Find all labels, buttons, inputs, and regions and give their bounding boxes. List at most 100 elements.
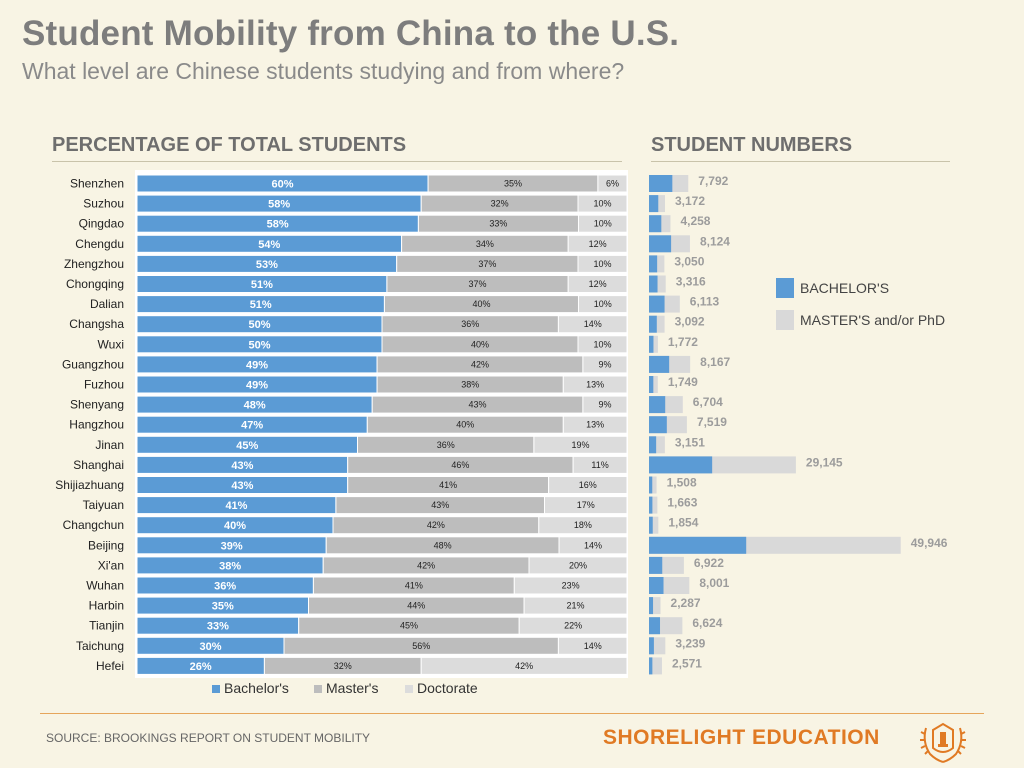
total-label-wuxi: 1,772 xyxy=(668,335,698,349)
bachelor-number-bar-harbin xyxy=(649,597,654,615)
bachelor-label-harbin: 35% xyxy=(212,601,234,613)
bachelor-number-bar-shijiazhuang xyxy=(649,476,653,494)
master-label-beijing: 48% xyxy=(434,540,452,550)
shorelight-logo-icon xyxy=(920,722,966,763)
brand-name: SHORELIGHT EDUCATION xyxy=(603,726,880,749)
bachelor-label-shenzhen: 60% xyxy=(272,179,294,191)
doctorate-label-jinan: 19% xyxy=(571,440,589,450)
bachelors-legend-swatch xyxy=(776,278,794,298)
doctorate-bar-tianjin xyxy=(518,616,628,635)
bachelor-number-bar-suzhou xyxy=(649,195,659,213)
doctorate-label-beijing: 14% xyxy=(584,540,602,550)
bachelor-label-shanghai: 43% xyxy=(231,460,253,472)
category-label-chengdu: Chengdu xyxy=(75,237,124,251)
category-label-jinan: Jinan xyxy=(95,438,124,452)
doctorate-bar-shijiazhuang xyxy=(548,476,628,494)
total-label-beijing: 49,946 xyxy=(911,536,948,550)
master-label-shenzhen: 35% xyxy=(504,179,522,189)
doctorate-label-shenyang: 9% xyxy=(598,400,611,410)
master-label-fuzhou: 38% xyxy=(461,380,479,390)
master-legend-swatch xyxy=(314,685,322,693)
doctorate-label-fuzhou: 13% xyxy=(586,380,604,390)
category-label-beijing: Beijing xyxy=(88,538,124,552)
doctorate-bar-wuxi xyxy=(577,335,628,354)
bachelor-number-bar-fuzhou xyxy=(649,376,654,393)
bachelor-number-bar-qingdao xyxy=(649,215,662,233)
bachelor-label-chongqing: 51% xyxy=(251,279,273,291)
category-label-hefei: Hefei xyxy=(96,659,124,673)
doctorate-bar-beijing xyxy=(558,536,628,555)
doctorate-bar-shanghai xyxy=(572,455,628,474)
total-label-xi-an: 6,922 xyxy=(694,556,724,570)
bachelor-label-chengdu: 54% xyxy=(258,239,280,251)
bachelor-number-bar-shenzhen xyxy=(649,175,673,192)
master-label-chengdu: 34% xyxy=(476,239,494,249)
category-label-wuxi: Wuxi xyxy=(98,337,124,351)
total-label-suzhou: 3,172 xyxy=(675,194,705,208)
total-label-tianjin: 6,624 xyxy=(692,616,722,630)
doctorate-bar-changsha xyxy=(557,315,628,334)
total-label-guangzhou: 8,167 xyxy=(700,355,730,369)
bachelor-number-bar-dalian xyxy=(649,295,665,313)
doctorate-bar-harbin xyxy=(523,596,628,615)
doctorate-bar-dalian xyxy=(577,295,628,314)
category-label-fuzhou: Fuzhou xyxy=(84,378,124,392)
doctorate-label-wuhan: 23% xyxy=(562,581,580,591)
doctorate-legend-swatch xyxy=(405,685,413,693)
doctorate-label-guangzhou: 9% xyxy=(598,359,611,369)
doctorate-label-xi-an: 20% xyxy=(569,560,587,570)
master-label-changsha: 36% xyxy=(461,319,479,329)
graduate-legend-swatch xyxy=(776,310,794,330)
category-label-chongqing: Chongqing xyxy=(66,277,124,291)
total-label-shijiazhuang: 1,508 xyxy=(667,476,697,490)
doctorate-label-changsha: 14% xyxy=(584,319,602,329)
doctorate-label-hangzhou: 13% xyxy=(586,420,604,430)
category-label-taiyuan: Taiyuan xyxy=(83,498,124,512)
doctorate-label-hefei: 42% xyxy=(515,661,533,671)
bachelor-label-suzhou: 58% xyxy=(268,199,290,211)
bachelor-number-bar-hangzhou xyxy=(649,416,667,434)
total-label-shanghai: 29,145 xyxy=(806,455,843,469)
percentage-section-title: PERCENTAGE OF TOTAL STUDENTS xyxy=(52,134,622,162)
bachelor-legend-label: Bachelor's xyxy=(224,680,289,696)
doctorate-bar-xi-an xyxy=(528,556,628,575)
master-label-xi-an: 42% xyxy=(417,560,435,570)
doctorate-bar-qingdao xyxy=(577,214,628,233)
bachelor-label-shijiazhuang: 43% xyxy=(231,480,253,492)
total-label-hangzhou: 7,519 xyxy=(697,415,727,429)
category-label-taichung: Taichung xyxy=(76,639,124,653)
bachelor-number-bar-jinan xyxy=(649,436,657,454)
total-label-zhengzhou: 3,050 xyxy=(674,254,704,268)
master-label-tianjin: 45% xyxy=(400,621,418,631)
doctorate-label-changchun: 18% xyxy=(574,520,592,530)
master-label-suzhou: 32% xyxy=(491,199,509,209)
doctorate-bar-changchun xyxy=(538,516,628,535)
doctorate-bar-fuzhou xyxy=(562,375,628,394)
master-label-wuxi: 40% xyxy=(471,339,489,349)
doctorate-label-taichung: 14% xyxy=(584,641,602,651)
doctorate-bar-wuhan xyxy=(513,576,628,595)
graduate-number-bar-changchun xyxy=(649,516,659,534)
doctorate-label-qingdao: 10% xyxy=(594,219,612,229)
bachelor-label-xi-an: 38% xyxy=(219,560,241,572)
doctorate-label-chengdu: 12% xyxy=(589,239,607,249)
doctorate-bar-hangzhou xyxy=(562,415,628,434)
bachelor-number-bar-guangzhou xyxy=(649,355,670,373)
bachelor-label-changsha: 50% xyxy=(248,319,270,331)
bachelor-label-zhengzhou: 53% xyxy=(256,259,278,271)
graduate-number-bar-taiyuan xyxy=(649,496,658,514)
master-label-chongqing: 37% xyxy=(469,279,487,289)
master-label-zhengzhou: 37% xyxy=(478,259,496,269)
doctorate-label-harbin: 21% xyxy=(567,601,585,611)
bachelor-number-bar-shenyang xyxy=(649,396,666,414)
doctorate-bar-zhengzhou xyxy=(577,254,628,273)
bachelor-number-bar-zhengzhou xyxy=(649,255,658,273)
bachelor-label-qingdao: 58% xyxy=(267,219,289,231)
bachelors-legend-label: BACHELOR'S xyxy=(800,280,889,296)
doctorate-label-shenzhen: 6% xyxy=(606,179,619,189)
doctorate-bar-shenzhen xyxy=(597,174,628,193)
total-label-wuhan: 8,001 xyxy=(699,576,729,590)
bachelor-label-hangzhou: 47% xyxy=(241,420,263,432)
total-label-qingdao: 4,258 xyxy=(680,214,710,228)
